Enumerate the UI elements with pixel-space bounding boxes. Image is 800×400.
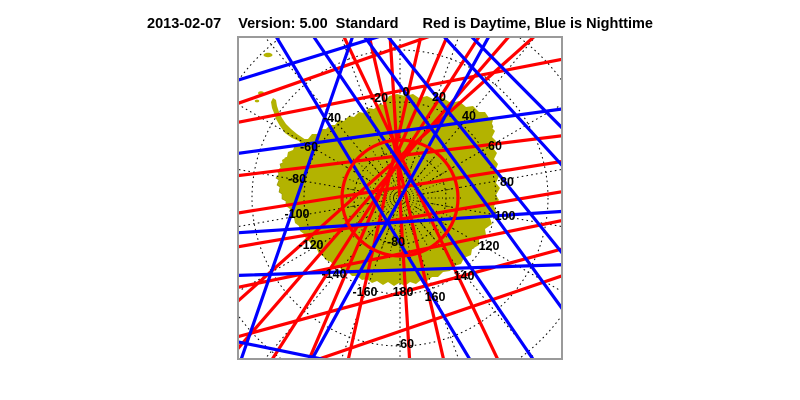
ground-track-daytime-3 — [239, 160, 561, 215]
title-version: Version: 5.00 — [238, 16, 328, 32]
ground-track-nighttime-22 — [239, 38, 380, 82]
latitude-label--80: -80 — [387, 235, 405, 249]
figure-title: 2013-02-07 Version: 5.00 Standard Red is… — [0, 14, 800, 34]
ground-track-nighttime-26 — [239, 340, 325, 358]
ground-track-daytime-9 — [367, 38, 445, 358]
longitude-label-180: 180 — [393, 285, 414, 299]
ground-track-nighttime-19 — [387, 38, 561, 255]
longitude-label-80: 80 — [500, 175, 514, 189]
longitude-label--120: -120 — [298, 238, 323, 252]
ground-track-daytime-11 — [346, 38, 423, 358]
ground-track-daytime-1 — [239, 57, 561, 124]
ground-track-daytime-12 — [307, 38, 449, 358]
ground-track-nighttime-16 — [275, 38, 471, 358]
ground-track-daytime-7 — [317, 274, 561, 358]
satellite-ground-tracks — [239, 38, 561, 358]
ground-track-nighttime-24 — [239, 209, 561, 235]
ground-track-nighttime-17 — [312, 38, 535, 358]
longitude-label--80: -80 — [288, 172, 306, 186]
longitude-label--140: -140 — [321, 267, 346, 281]
longitude-label--160: -160 — [352, 285, 377, 299]
latitude-labels: -80 -60 — [387, 235, 414, 351]
ground-track-nighttime-21 — [470, 38, 561, 130]
ground-track-nighttime-27 — [239, 38, 354, 358]
longitude-label--40: -40 — [323, 111, 341, 125]
longitude-labels: -20 0 20 40 60 80 100 120 140 160 180 -160 -140 -120 -… — [284, 85, 515, 304]
longitude-label-100: 100 — [495, 209, 516, 223]
title-legend: Red is Daytime, Blue is Nighttime — [422, 16, 653, 32]
latitude-label--60: -60 — [396, 337, 414, 351]
longitude-label-0: 0 — [403, 85, 410, 99]
title-date: 2013-02-07 — [147, 16, 222, 32]
ground-track-nighttime-18 — [363, 38, 561, 310]
longitude-label-160: 160 — [425, 290, 446, 304]
longitude-label-40: 40 — [462, 109, 476, 123]
longitude-label-140: 140 — [454, 269, 475, 283]
ground-track-daytime-14 — [239, 38, 510, 350]
title-mode: Standard — [335, 16, 399, 32]
ground-track-nighttime-23 — [239, 107, 561, 155]
longitude-label-60: 60 — [488, 139, 502, 153]
ground-track-daytime-15 — [239, 38, 536, 303]
polar-hole-circle — [340, 138, 460, 258]
ground-track-nighttime-25 — [239, 263, 561, 277]
ground-track-nighttime-20 — [443, 38, 561, 167]
polar-stereographic-map: -20 0 20 40 60 80 100 120 140 160 180 -160 -140 -120 -… — [239, 38, 561, 358]
ground-track-nighttime-28 — [310, 38, 490, 358]
longitude-label--20: -20 — [370, 91, 388, 105]
longitude-label-120: 120 — [479, 239, 500, 253]
ground-track-daytime-8 — [342, 38, 499, 358]
map-plot-area[interactable]: -20 0 20 40 60 80 100 120 140 160 180 -160 -140 -120 -… — [237, 36, 563, 360]
longitude-label-20: 20 — [432, 90, 446, 104]
longitude-label--60: -60 — [300, 140, 318, 154]
longitude-label--100: -100 — [284, 207, 309, 221]
